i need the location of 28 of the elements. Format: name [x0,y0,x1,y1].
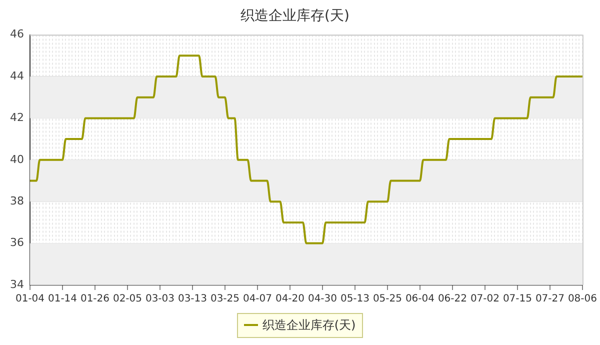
chart-title: 织造企业库存(天) [240,8,350,24]
y-tick-label: 38 [10,194,24,208]
y-tick-label: 44 [10,69,24,82]
x-tick-label: 03-03 [145,294,175,305]
x-tick-label: 03-13 [178,294,208,305]
y-tick-label: 40 [10,152,24,166]
line-series [28,54,584,244]
x-tick-label: 01-04 [15,294,45,305]
x-tick-label: 07-27 [535,294,565,305]
x-tick-label: 06-04 [405,294,435,305]
x-tick-label: 04-07 [242,294,272,305]
y-tick-label: 34 [10,278,24,291]
x-tick-label: 08-06 [568,294,597,305]
x-tick-label: 01-26 [80,294,110,305]
legend-label: 织造企业库存(天) [262,316,356,334]
y-tick-label: 36 [10,236,24,250]
x-tick-label: 01-14 [48,294,78,305]
x-tick-label: 05-25 [372,294,402,305]
x-tick-label: 05-13 [340,294,370,305]
y-tick-label: 46 [10,28,24,41]
x-tick-label: 04-30 [308,294,338,305]
x-tick-label: 06-22 [438,294,468,305]
x-tick-label: 07-02 [470,294,500,305]
x-tick-label: 04-20 [275,294,305,305]
x-tick-label: 07-15 [502,294,532,305]
x-tick-label: 02-05 [112,294,142,305]
x-tick-label: 03-25 [210,294,240,305]
y-tick-label: 42 [10,111,24,124]
